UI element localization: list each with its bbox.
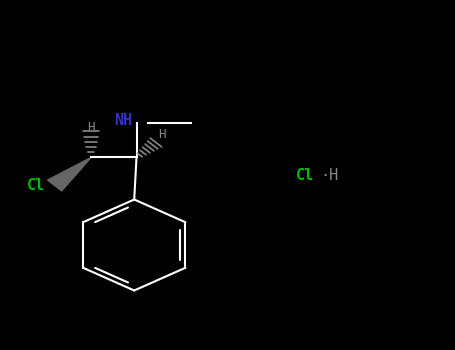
Text: H: H	[158, 128, 165, 141]
Text: H: H	[87, 121, 95, 134]
Polygon shape	[47, 158, 91, 191]
Text: ·H: ·H	[321, 168, 339, 182]
Text: Cl: Cl	[296, 168, 314, 182]
Text: Cl: Cl	[27, 178, 46, 193]
Text: NH: NH	[114, 113, 132, 128]
